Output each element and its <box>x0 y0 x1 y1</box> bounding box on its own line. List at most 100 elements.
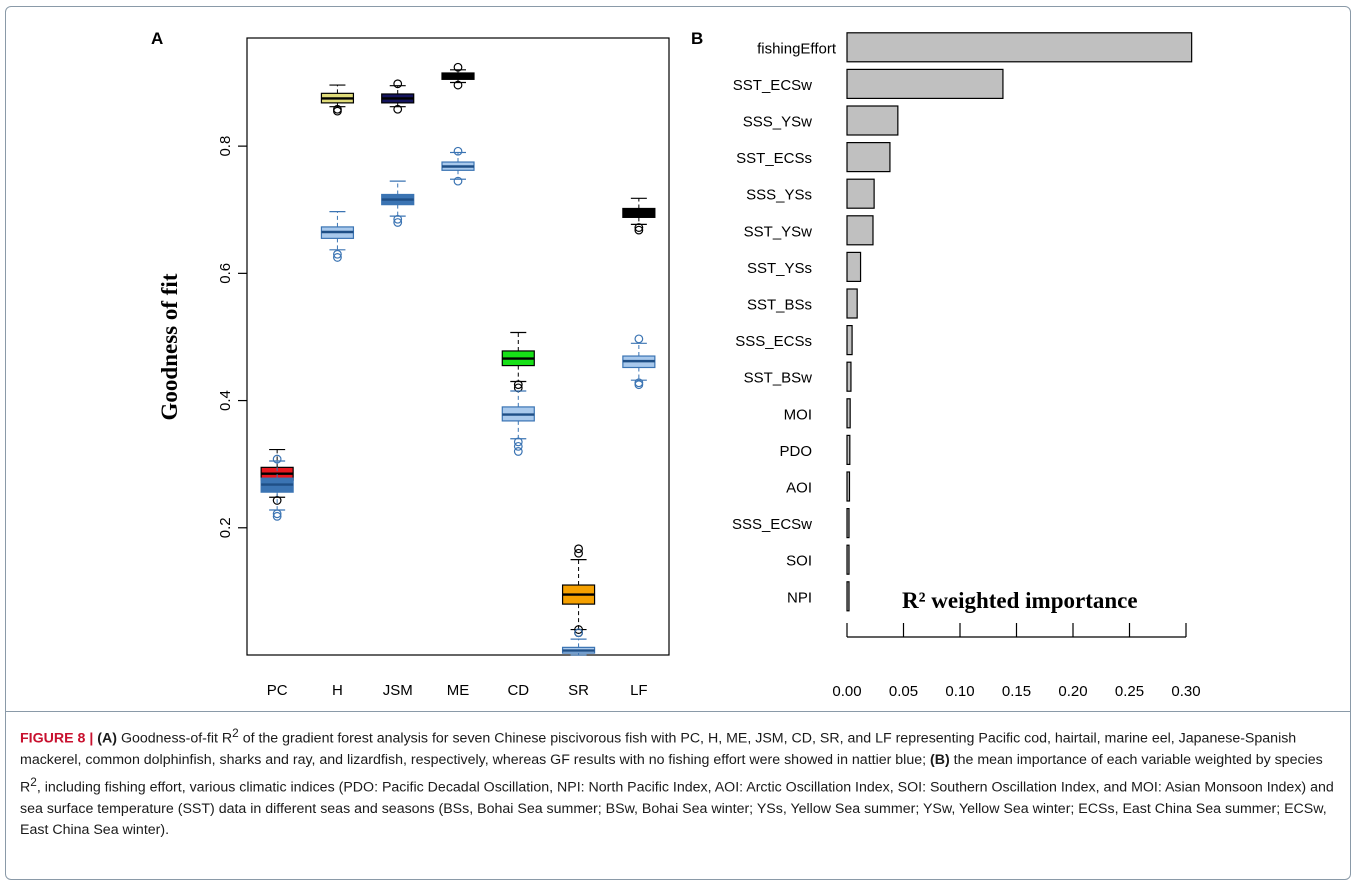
panel-b-xtick-label: 0.00 <box>832 683 861 700</box>
panel-a-ytick-label: 0.8 <box>217 136 234 157</box>
panel-b-bar <box>846 361 852 392</box>
panel-b-category-label: SST_ECSs <box>736 150 812 167</box>
panel-b-category-label: NPI <box>787 589 812 606</box>
outlier-point <box>453 80 463 90</box>
panel-b-bar <box>846 105 899 136</box>
panel-b-x-axis: 0.00 0.05 0.10 0.15 0.20 0.25 0.30 <box>832 623 1201 700</box>
panel-a-ylabel: Goodness of fit <box>157 273 182 420</box>
outlier-point <box>513 437 523 447</box>
figure-svg: A Goodness of fit 0.2 0.4 0.6 0.8 PC H JSM ME C… <box>151 29 1201 700</box>
panel-a-box-SR-series-1 <box>561 544 596 638</box>
panel-b-bars <box>846 32 1193 612</box>
outlier-point <box>513 447 523 456</box>
panel-b-bar <box>846 398 851 429</box>
panel-b-category-label: fishingEffort <box>757 40 837 57</box>
panel-b-xtick-label: 0.05 <box>889 683 918 700</box>
panel-b-category-label: SSS_YSs <box>746 187 812 204</box>
panel-a-xtick-label: JSM <box>383 682 413 699</box>
panel-b-bar <box>846 325 853 356</box>
panel-b-category-label: SST_YSw <box>744 223 813 240</box>
panel-b-category-label: SSS_ECSs <box>735 333 812 350</box>
figure-frame: A Goodness of fit 0.2 0.4 0.6 0.8 PC H JSM ME C… <box>5 6 1351 880</box>
panel-b-category-label: PDO <box>779 443 812 460</box>
outlier-point <box>272 509 282 519</box>
panel-b-bar <box>846 581 850 612</box>
panel-a-box-H-series-2 <box>320 211 355 262</box>
panel-b-xtick-label: 0.10 <box>945 683 974 700</box>
panel-a-box-SR-series-2 <box>561 628 596 656</box>
panel-b-bar <box>846 508 850 539</box>
caption-part-a-sup: 2 <box>232 726 239 740</box>
panel-b-bar <box>846 471 851 502</box>
panel-a-xtick-label: H <box>332 682 343 699</box>
panel-a-box-JSM-series-2 <box>381 180 415 227</box>
outlier-point <box>513 441 523 451</box>
panel-b-bar <box>846 32 1193 63</box>
panel-b-xtick-label: 0.25 <box>1115 683 1144 700</box>
panel-b-category-label: SST_BSs <box>747 297 812 314</box>
panel-a-box-JSM-series-1 <box>381 79 415 114</box>
panel-a-box-ME-series-2 <box>441 146 475 186</box>
outlier-point <box>333 249 342 259</box>
panel-b-bar <box>846 434 851 465</box>
caption-part-b-label: (B) <box>930 752 950 769</box>
panel-b-category-labels: fishingEffort SST_ECSw SSS_YSw SST_ECSs SSS_… <box>732 40 837 606</box>
outlier-point <box>513 380 523 390</box>
panel-b-bar <box>846 178 875 209</box>
outlier-point <box>272 511 282 521</box>
panel-b-bar <box>846 68 1004 100</box>
panel-a-xtick-label: PC <box>267 682 288 699</box>
outlier-point <box>574 548 583 558</box>
panel-a-boxes <box>260 62 656 656</box>
panel-a-label: A <box>151 29 163 48</box>
caption-part-b-text-2: , including fishing effort, various clim… <box>20 779 1334 839</box>
caption-part-a-label: (A) <box>97 730 117 747</box>
panel-a-plot-frame <box>246 37 670 656</box>
panel-a-box-LF-series-2 <box>622 334 656 390</box>
panel-a-box-ME-series-1 <box>441 62 475 90</box>
panel-a-ytick-label: 0.6 <box>217 263 234 284</box>
outlier-point <box>333 104 342 114</box>
panel-b-xtick-label: 0.30 <box>1171 683 1200 700</box>
outlier-point <box>453 176 463 186</box>
panel-b-category-label: SST_BSw <box>744 370 813 387</box>
outlier-point <box>393 104 403 114</box>
panel-b-bar <box>846 251 862 282</box>
outlier-point <box>333 253 342 262</box>
panel-b-barchart: B R² weighted importance fishingEffort SS… <box>691 29 1201 700</box>
panel-a-box-CD-series-2 <box>501 390 535 456</box>
caption-part-b-sup: 2 <box>30 774 37 789</box>
panel-b-title: R² weighted importance <box>902 588 1138 613</box>
panel-a-boxplot: A Goodness of fit 0.2 0.4 0.6 0.8 PC H JSM ME C… <box>151 29 670 699</box>
panel-b-xtick-label: 0.20 <box>1058 683 1087 700</box>
outlier-point <box>634 225 644 235</box>
panel-b-category-label: SOI <box>786 553 812 570</box>
panel-b-label: B <box>691 29 703 48</box>
panel-b-category-label: SST_YSs <box>747 260 812 277</box>
outlier-point <box>634 334 644 344</box>
panel-b-category-label: SSS_YSw <box>743 114 812 131</box>
panel-b-category-label: MOI <box>784 406 812 423</box>
panel-b-bar <box>846 544 850 575</box>
panel-a-ytick-label: 0.2 <box>217 517 234 538</box>
outlier-point <box>272 454 282 464</box>
panel-a-x-labels: PC H JSM ME CD SR LF <box>267 682 648 699</box>
panel-a-xtick-label: CD <box>507 682 529 699</box>
outlier-point <box>574 628 583 638</box>
panel-b-bar <box>846 215 874 246</box>
caption-part-a-text-1: Goodness-of-fit R <box>120 730 233 747</box>
panel-b-bar <box>846 288 858 319</box>
panel-b-xtick-label: 0.15 <box>1002 683 1031 700</box>
outlier-point <box>453 62 463 72</box>
panel-a-box-H-series-1 <box>320 84 355 116</box>
caption-part-a-text-2: of the gradient forest analysis for seve… <box>20 730 1297 769</box>
outlier-point <box>574 544 583 554</box>
panel-a-xtick-label: LF <box>630 682 648 699</box>
outlier-point <box>272 496 282 505</box>
outlier-point <box>393 214 403 224</box>
outlier-point <box>574 625 583 634</box>
panel-a-xtick-label: SR <box>568 682 589 699</box>
panel-a-box-LF-series-1 <box>622 197 656 235</box>
caption-figure-label: FIGURE 8 | <box>20 730 94 747</box>
panel-b-category-label: SST_ECSw <box>733 77 812 94</box>
